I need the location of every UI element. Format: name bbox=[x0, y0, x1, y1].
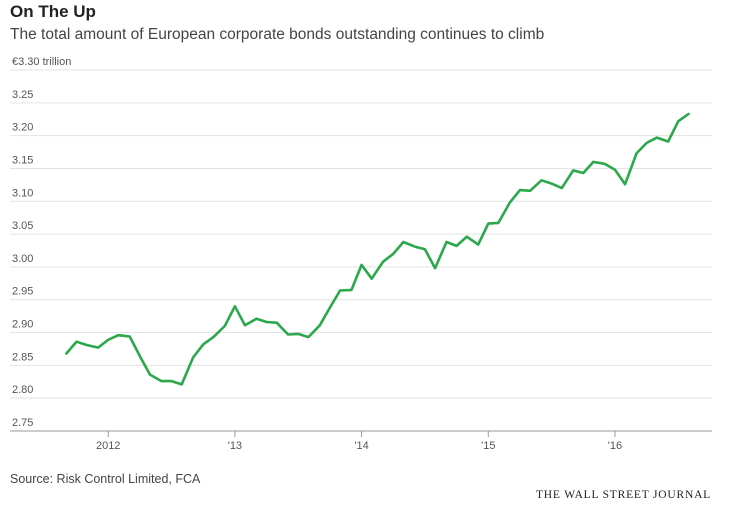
y-tick-label: 2.75 bbox=[12, 417, 33, 429]
y-tick-label: 3.10 bbox=[12, 187, 33, 199]
publisher-logo: THE WALL STREET JOURNAL bbox=[535, 489, 711, 501]
y-tick-label: 3.15 bbox=[12, 154, 33, 166]
x-tick-label: '13 bbox=[228, 440, 242, 452]
y-tick-label: 2.95 bbox=[12, 286, 33, 298]
x-tick-label: '15 bbox=[481, 440, 495, 452]
y-tick-label: 3.20 bbox=[12, 122, 33, 134]
y-tick-label: 3.00 bbox=[12, 253, 33, 265]
y-tick-label: 3.25 bbox=[12, 89, 33, 101]
y-tick-label: 2.85 bbox=[12, 351, 33, 363]
x-tick-label: 2012 bbox=[96, 440, 120, 452]
x-tick-label: '14 bbox=[354, 440, 368, 452]
x-tick-label: '16 bbox=[608, 440, 622, 452]
y-tick-label: 2.90 bbox=[12, 319, 33, 331]
y-tick-label: 3.05 bbox=[12, 220, 33, 232]
y-tick-label: €3.30 trillion bbox=[12, 56, 71, 68]
series-line-corporate-bonds bbox=[65, 112, 690, 386]
gridlines bbox=[10, 69, 712, 432]
source-note: Source: Risk Control Limited, FCA bbox=[10, 472, 201, 486]
chart-subtitle: The total amount of European corporate b… bbox=[10, 26, 545, 43]
y-tick-label: 2.80 bbox=[12, 384, 33, 396]
y-axis-ticks: 2.75 2.80 2.85 2.90 2.95 3.00 3.05 3.10 3.15 3.20… bbox=[12, 56, 71, 429]
chart-title: On The Up bbox=[10, 2, 96, 21]
x-axis-ticks: 2012 '13 '14 '15 '16 bbox=[96, 431, 622, 452]
